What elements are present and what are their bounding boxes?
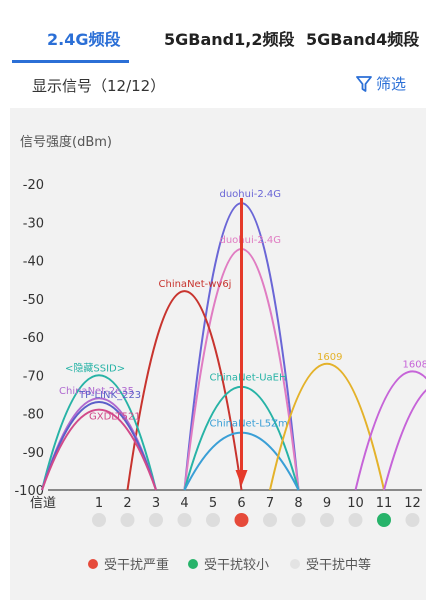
x-tick-label: 1 (95, 496, 103, 511)
signal-label: duohui-2.4G (220, 235, 282, 246)
selected-channel-arrow-head (235, 470, 248, 486)
x-tick-label: 12 (404, 496, 421, 511)
signal-label: ChinaNet-UaEH (210, 373, 287, 384)
legend-low-label: 受干扰较小 (204, 558, 270, 573)
channel-status-dot (177, 513, 192, 527)
channel-status-dot (291, 513, 306, 527)
filter-bar: 显示信号（12/12） 筛选 (0, 63, 426, 107)
legend-severe: 受干扰严重 (88, 554, 169, 573)
legend: 受干扰严重 受干扰较小 受干扰中等 (0, 554, 426, 574)
y-tick-label: -30 (23, 216, 44, 231)
channel-status-dot (120, 513, 135, 527)
signal-curve (383, 389, 426, 491)
legend-severe-dot (88, 558, 98, 569)
signal-curve (41, 401, 157, 491)
signal-curve (41, 374, 157, 491)
channel-status-dot (377, 513, 391, 527)
filter-label: 筛选 (376, 75, 407, 93)
signal-curve (41, 408, 157, 491)
legend-severe-label: 受干扰严重 (104, 558, 170, 573)
signal-label: GXDLT521 (89, 412, 141, 423)
legend-low-dot (188, 558, 198, 569)
visible-signal-count: 显示信号（12/12） (32, 77, 166, 95)
legend-medium-label: 受干扰中等 (306, 558, 372, 573)
signal-label: ChinaNet-2e35 (59, 386, 134, 397)
signal-label: 1609 (317, 352, 342, 363)
x-tick-label: 3 (152, 496, 160, 511)
signal-label: ChinaNet-wv6j (159, 279, 232, 290)
x-axis-title: 信道 (30, 496, 56, 511)
y-tick-label: -80 (23, 408, 44, 423)
legend-medium-dot (290, 558, 300, 569)
y-axis-title: 信号强度(dBm) (20, 134, 112, 150)
y-tick-label: -50 (23, 293, 44, 308)
x-tick-label: 9 (323, 496, 331, 511)
tab-2-4g[interactable]: 2.4G频段 (47, 30, 121, 49)
signal-label: 1608 (403, 359, 426, 370)
signal-label: <隐藏SSID> (65, 362, 125, 374)
tab-5g-band12[interactable]: 5GBand1,2频段 (164, 30, 295, 49)
channel-status-dot (234, 513, 249, 527)
signal-chart-panel: 信号强度(dBm) -20 -30 -40 -50 -60 -70 -80 -90 -100 信道 1… (10, 108, 426, 600)
y-tick-label: -40 (23, 255, 44, 270)
x-tick-label: 8 (294, 496, 302, 511)
x-tick-label: 5 (209, 496, 217, 511)
channel-status-dot (405, 513, 420, 527)
y-tick-label: -20 (23, 178, 44, 193)
channel-status-dot (320, 513, 334, 527)
x-tick-label: 6 (237, 496, 245, 511)
band-tabs: 2.4G频段 5GBand1,2频段 5GBand4频段 (0, 0, 426, 63)
x-tick-label: 11 (376, 496, 393, 511)
y-tick-label: -70 (23, 369, 44, 384)
channel-status-dot (149, 513, 163, 527)
active-tab-indicator (12, 60, 129, 63)
x-tick-label: 4 (180, 496, 188, 511)
signal-label: duohui-2.4G (220, 189, 282, 200)
legend-medium: 受干扰中等 (290, 554, 371, 573)
channel-status-dot (92, 513, 106, 527)
filter-button[interactable]: 筛选 (356, 73, 406, 94)
x-tick-label: 2 (123, 496, 131, 511)
signal-curve (269, 362, 385, 491)
signal-label: ChinaNet-L5Zm (210, 419, 288, 430)
channel-status-dot (263, 513, 277, 527)
channel-status-dot (348, 513, 363, 527)
y-tick-label: -60 (23, 331, 44, 346)
signal-label: TP-LINK_223 (78, 390, 141, 401)
channel-status-dot (206, 513, 220, 527)
legend-low: 受干扰较小 (188, 554, 269, 573)
x-tick-label: 10 (347, 496, 364, 511)
y-tick-label: -100 (14, 484, 44, 499)
funnel-icon (356, 75, 372, 92)
signal-curve (354, 370, 426, 491)
y-tick-label: -90 (23, 446, 44, 461)
x-tick-label: 7 (266, 496, 274, 511)
tab-5g-band4[interactable]: 5GBand4频段 (306, 30, 420, 49)
